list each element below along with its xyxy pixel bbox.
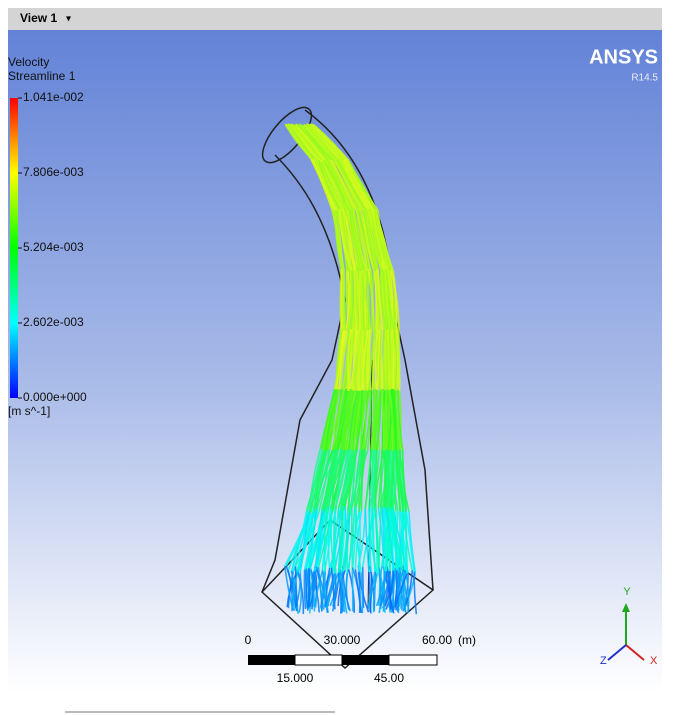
scale-label: 60.00: [422, 633, 452, 647]
streamline: [386, 390, 387, 450]
view-toolbar: [8, 8, 662, 30]
view-title[interactable]: View 1: [20, 11, 57, 25]
legend-object: Streamline 1: [8, 69, 76, 83]
screenshot: View 1 ▾ Velocity Streamline 1 1.041e-00…: [0, 0, 675, 715]
scale-label: 45.00: [374, 671, 404, 685]
legend-label: 5.204e-003: [23, 240, 84, 254]
legend-unit: [m s^-1]: [8, 404, 50, 418]
axis-z: Z: [600, 655, 607, 667]
scale-label: 15.000: [277, 671, 314, 685]
axis-y: Y: [623, 586, 631, 598]
scale-label: 30.000: [324, 633, 361, 647]
legend-label: 0.000e+000: [23, 390, 87, 404]
legend-label: 1.041e-002: [23, 90, 84, 104]
color-bar: [10, 98, 18, 398]
page: View 1 ▾ Velocity Streamline 1 1.041e-00…: [0, 0, 675, 715]
streamline: [387, 450, 388, 510]
logo-version: R14.5: [631, 73, 658, 84]
axis-x: X: [650, 655, 658, 667]
legend-label: 2.602e-003: [23, 315, 84, 329]
scale-bar: [248, 655, 437, 665]
legend-label: 7.806e-003: [23, 165, 84, 179]
streamline: [309, 568, 310, 607]
logo-brand: ANSYS: [589, 46, 658, 68]
view-menu[interactable]: ▾: [66, 14, 71, 25]
scale-unit: (m): [458, 633, 476, 647]
scale-label: 0: [245, 633, 252, 647]
legend-variable: Velocity: [8, 55, 49, 69]
